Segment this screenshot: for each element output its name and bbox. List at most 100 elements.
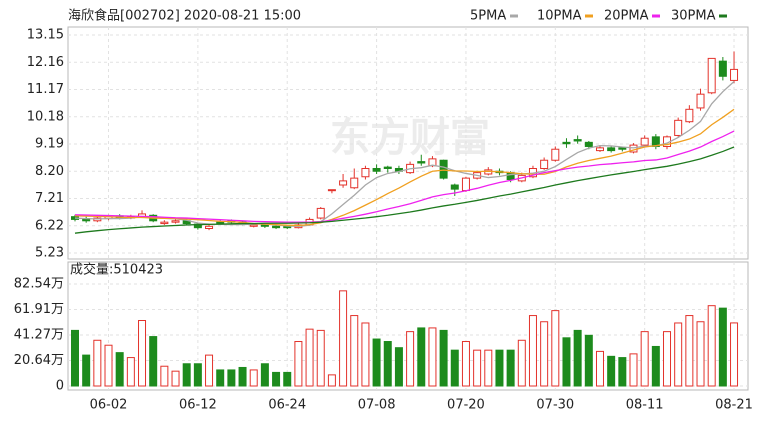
volume-bar xyxy=(484,349,493,387)
volume-bar xyxy=(216,369,225,387)
volume-bar xyxy=(450,349,459,387)
volume-bar xyxy=(104,344,113,387)
volume-bar xyxy=(473,349,482,387)
watermark: 东方财富 xyxy=(330,115,490,161)
volume-bar xyxy=(439,329,448,387)
x-tick-label: 07-30 xyxy=(536,398,574,413)
volume-bar xyxy=(350,315,359,387)
volume-bar xyxy=(607,355,616,387)
volume-bar xyxy=(115,352,124,387)
x-tick-label: 07-08 xyxy=(358,398,396,413)
candle-body xyxy=(707,57,716,94)
x-tick-label: 08-21 xyxy=(715,398,753,413)
candle-body xyxy=(417,161,426,164)
volume-bar xyxy=(428,327,437,387)
candle-body xyxy=(205,225,214,230)
candle-body xyxy=(640,137,649,146)
volume-bar xyxy=(149,336,158,387)
volume-title: 成交量:510423 xyxy=(70,262,163,278)
volume-bar xyxy=(584,334,593,387)
y-tick-label: 9.19 xyxy=(35,137,64,152)
y-tick-label: 82.54万 xyxy=(14,277,64,292)
volume-bar xyxy=(707,305,716,387)
y-tick-label: 6.22 xyxy=(35,218,64,233)
volume-bar xyxy=(93,339,102,387)
candle-body xyxy=(361,167,370,178)
ma-line xyxy=(74,146,735,234)
candle-body xyxy=(730,68,739,81)
candle-body xyxy=(573,139,582,142)
y-tick-label: 13.15 xyxy=(27,28,64,43)
y-tick-label: 61.91万 xyxy=(14,302,64,317)
volume-bar xyxy=(461,341,470,387)
legend-label: 20PMA xyxy=(604,9,649,24)
volume-bar xyxy=(394,347,403,387)
candle-body xyxy=(562,141,571,145)
candle-body xyxy=(339,180,348,186)
volume-bar xyxy=(506,349,515,387)
plot-frame xyxy=(67,261,749,391)
volume-bar xyxy=(82,354,91,387)
volume-bar xyxy=(249,369,258,387)
volume-bar xyxy=(674,322,683,387)
candle-body xyxy=(595,147,604,152)
volume-bar xyxy=(696,321,705,387)
chart-title: 海欣食品[002702] 2020-08-21 15:00 xyxy=(68,8,301,24)
candle-body xyxy=(350,177,359,189)
plot-frame xyxy=(67,26,749,260)
volume-bar xyxy=(573,329,582,387)
candle-body xyxy=(696,93,705,109)
volume-bar xyxy=(71,329,79,387)
candle-body xyxy=(584,141,593,147)
volume-bar xyxy=(517,339,526,387)
candle-body xyxy=(216,221,225,225)
candle-body xyxy=(461,177,470,192)
volume-bar xyxy=(640,331,649,387)
y-tick-label: 0 xyxy=(56,379,64,394)
legend-label: 30PMA xyxy=(671,9,716,24)
volume-bar xyxy=(260,363,269,387)
volume-bar xyxy=(205,354,214,387)
candle-body xyxy=(260,224,269,227)
y-tick-label: 20.64万 xyxy=(14,353,64,368)
volume-bar xyxy=(171,370,180,387)
y-tick-label: 41.27万 xyxy=(14,328,64,343)
volume-bar xyxy=(618,357,627,387)
candle-body xyxy=(316,207,325,219)
volume-bar xyxy=(663,331,672,387)
ma-line xyxy=(74,130,735,223)
volume-bar xyxy=(193,363,202,387)
ma-line xyxy=(74,108,735,227)
volume-bar xyxy=(138,320,147,387)
volume-bar xyxy=(595,350,604,387)
volume-bar xyxy=(182,363,191,387)
legend-label: 10PMA xyxy=(537,9,582,24)
candle-body xyxy=(607,147,616,152)
volume-bar xyxy=(551,310,560,387)
candle-body xyxy=(450,184,459,190)
y-tick-label: 5.23 xyxy=(35,246,64,261)
volume-bar xyxy=(651,345,660,387)
x-tick-label: 06-24 xyxy=(268,398,306,413)
volume-bar xyxy=(316,329,325,387)
volume-bar xyxy=(126,357,135,387)
volume-bar xyxy=(417,327,426,387)
candle-body xyxy=(171,220,180,223)
candle-body xyxy=(439,159,448,179)
x-tick-label: 07-20 xyxy=(447,398,485,413)
y-tick-label: 10.18 xyxy=(27,109,64,124)
y-tick-label: 12.16 xyxy=(27,55,64,70)
x-tick-label: 06-12 xyxy=(179,398,217,413)
ma-line xyxy=(74,81,735,227)
volume-bar xyxy=(305,328,314,387)
candle-body xyxy=(372,167,381,172)
volume-bar xyxy=(227,369,236,387)
volume-bar xyxy=(406,331,415,387)
volume-bar xyxy=(383,341,392,387)
volume-bar xyxy=(238,366,247,387)
volume-bar xyxy=(327,374,336,387)
volume-bar xyxy=(272,371,281,387)
candle-body xyxy=(249,224,258,227)
volume-bar xyxy=(685,315,694,387)
